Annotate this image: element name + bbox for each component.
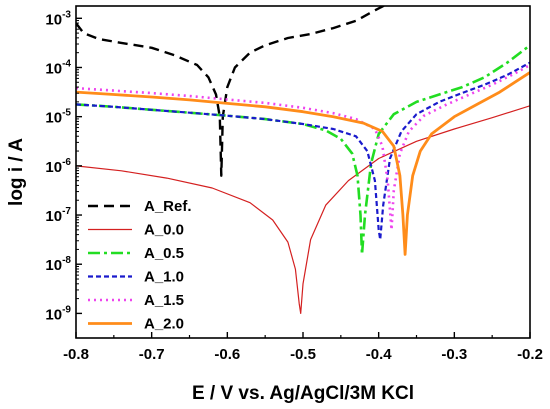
x-axis-title: E / V vs. Ag/AgCl/3M KCl	[192, 383, 414, 404]
series-line-0	[76, 6, 386, 177]
series-layer	[76, 6, 530, 314]
legend-label-2: A_0.5	[144, 245, 184, 262]
series-line-3	[76, 61, 530, 241]
legend-label-0: A_Ref.	[144, 198, 192, 215]
x-tick-label: -0.5	[290, 346, 316, 363]
y-axis-title: log i / A	[6, 138, 27, 206]
x-tick-label: -0.2	[517, 346, 543, 363]
y-tick-label: 10-9	[45, 304, 71, 323]
legend-label-3: A_1.0	[144, 269, 184, 286]
series-line-1	[76, 105, 530, 314]
series-line-5	[76, 71, 530, 256]
y-tick-label: 10-3	[45, 9, 71, 28]
x-tick-label: -0.7	[139, 346, 165, 363]
x-tick-label: -0.3	[441, 346, 467, 363]
legend: A_Ref. A_0.0 A_0.5 A_1.0 A_1.5 A_2.0	[88, 198, 192, 333]
ticks-layer: -0.8 -0.7 -0.6 -0.5 -0.4 -0.3 -0.2 10-9 10-8 10-7…	[45, 9, 543, 363]
y-tick-label: 10-5	[45, 108, 71, 127]
legend-label-5: A_2.0	[144, 316, 184, 333]
x-tick-label: -0.8	[63, 346, 89, 363]
x-tick-label: -0.6	[214, 346, 240, 363]
y-tick-label: 10-7	[45, 206, 71, 225]
legend-label-1: A_0.0	[144, 222, 184, 239]
x-tick-label: -0.4	[366, 346, 393, 363]
legend-label-4: A_1.5	[144, 292, 184, 309]
y-tick-label: 10-6	[45, 157, 71, 176]
series-line-4	[76, 63, 530, 232]
y-tick-label: 10-8	[45, 255, 71, 274]
y-tick-label: 10-4	[45, 58, 71, 77]
